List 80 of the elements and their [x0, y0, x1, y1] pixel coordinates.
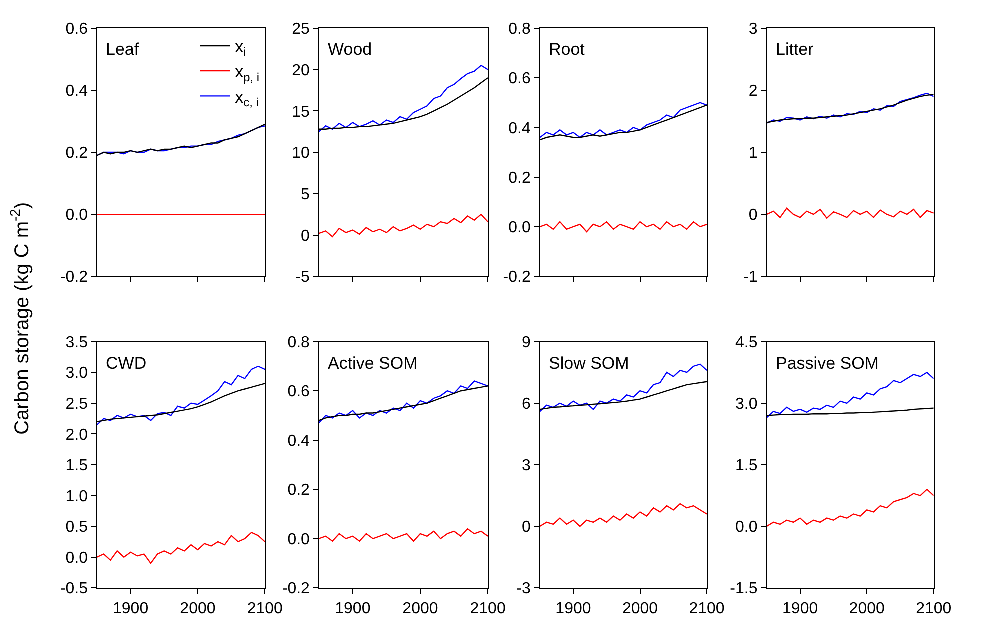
y-tick-label: 0.6 — [66, 21, 88, 38]
x-tick-label: 2000 — [180, 600, 216, 618]
y-tick-label: 0.0 — [508, 220, 531, 237]
x-tick-label: 1900 — [782, 600, 818, 618]
y-tick-label: 0.5 — [66, 519, 88, 536]
y-tick-label: 5 — [301, 186, 310, 204]
y-tick-label: 4.5 — [735, 334, 758, 352]
line-series — [319, 528, 488, 542]
line-series — [766, 208, 934, 219]
y-tick-label: 1 — [748, 145, 758, 162]
line-series — [766, 489, 934, 528]
x-tick-label: 2000 — [402, 600, 438, 618]
y-tick-label: 0.0 — [288, 531, 310, 548]
y-tick-label: 0 — [522, 519, 531, 536]
line-series — [319, 214, 488, 238]
x-tick-label: 2100 — [470, 600, 506, 618]
text: Wood — [328, 40, 372, 59]
y-tick-label: 0.0 — [735, 519, 758, 536]
text: Litter — [776, 40, 814, 59]
line-series — [319, 65, 488, 132]
y-tick-label: 0.0 — [66, 207, 88, 224]
y-tick-label: 1.5 — [735, 458, 758, 475]
y-tick-label: 6 — [522, 396, 531, 414]
y-tick-label: 3 — [522, 458, 531, 475]
line-series — [766, 372, 934, 418]
x-tick-label: 1900 — [335, 600, 371, 618]
x-tick-label: 2100 — [916, 600, 952, 618]
y-tick-label: 0 — [301, 228, 310, 245]
y-tick-label: 0.0 — [66, 550, 88, 567]
y-tick-label: -5 — [296, 269, 310, 286]
y-tick-label: 25 — [292, 21, 310, 38]
y-tick-label: 9 — [522, 334, 531, 352]
y-tick-label: 3 — [748, 21, 758, 38]
line-series — [540, 503, 708, 528]
x-tick-label: 2100 — [247, 600, 284, 618]
y-tick-label: 0.4 — [508, 120, 531, 138]
legend-label: x$_{p, i}$ — [235, 62, 260, 84]
y-tick-label: 15 — [292, 104, 310, 121]
y-tick-label: 0.4 — [66, 83, 88, 100]
x-tick-label: 2000 — [622, 600, 658, 618]
x-tick-label: 1900 — [556, 600, 592, 618]
y-tick-label: 0.2 — [66, 145, 88, 162]
y-tick-label: 0.8 — [288, 334, 310, 352]
line-series — [97, 532, 266, 564]
y-tick-label: 0.2 — [508, 170, 531, 187]
y-tick-label: -0.2 — [60, 269, 88, 286]
y-tick-label: 3.0 — [66, 365, 88, 382]
y-tick-label: 0.8 — [508, 21, 531, 38]
x-tick-label: 1900 — [113, 600, 149, 618]
y-tick-label: -0.2 — [282, 580, 310, 598]
y-tick-label: 3.0 — [735, 396, 758, 414]
y-tick-label: 20 — [292, 62, 310, 80]
y-tick-label: 0.6 — [508, 70, 531, 88]
y-tick-label: 1.5 — [66, 458, 88, 475]
y-tick-label: -1 — [743, 269, 758, 286]
line-series — [540, 221, 708, 233]
y-tick-label: 2 — [748, 83, 758, 100]
y-tick-label: 2.0 — [66, 426, 88, 444]
y-tick-label: 2.5 — [66, 396, 88, 414]
text: Slow SOM — [549, 354, 630, 373]
legend-label: x$_{c, i}$ — [235, 88, 259, 110]
text: CWD — [106, 354, 147, 373]
y-tick-label: -0.5 — [60, 580, 88, 598]
y-tick-label: -3 — [516, 580, 531, 598]
text: Root — [549, 40, 586, 59]
y-tick-label: 1.0 — [66, 488, 88, 506]
y-tick-label: -0.2 — [503, 269, 531, 286]
x-tick-label: 2100 — [689, 600, 725, 618]
y-tick-label: 10 — [292, 145, 310, 162]
text: Passive SOM — [776, 354, 879, 373]
y-tick-label: 0.4 — [288, 432, 310, 450]
y-tick-label: 0 — [748, 207, 758, 224]
y-tick-label: 0.6 — [288, 384, 310, 401]
legend-label: x$_{i}$ — [235, 38, 246, 60]
x-tick-label: 2000 — [849, 600, 885, 618]
text: Active SOM — [328, 354, 418, 373]
text: Leaf — [106, 40, 140, 59]
y-tick-label: 3.5 — [66, 334, 88, 352]
y-tick-label: 0.2 — [288, 482, 310, 500]
y-tick-label: -1.5 — [730, 580, 758, 598]
